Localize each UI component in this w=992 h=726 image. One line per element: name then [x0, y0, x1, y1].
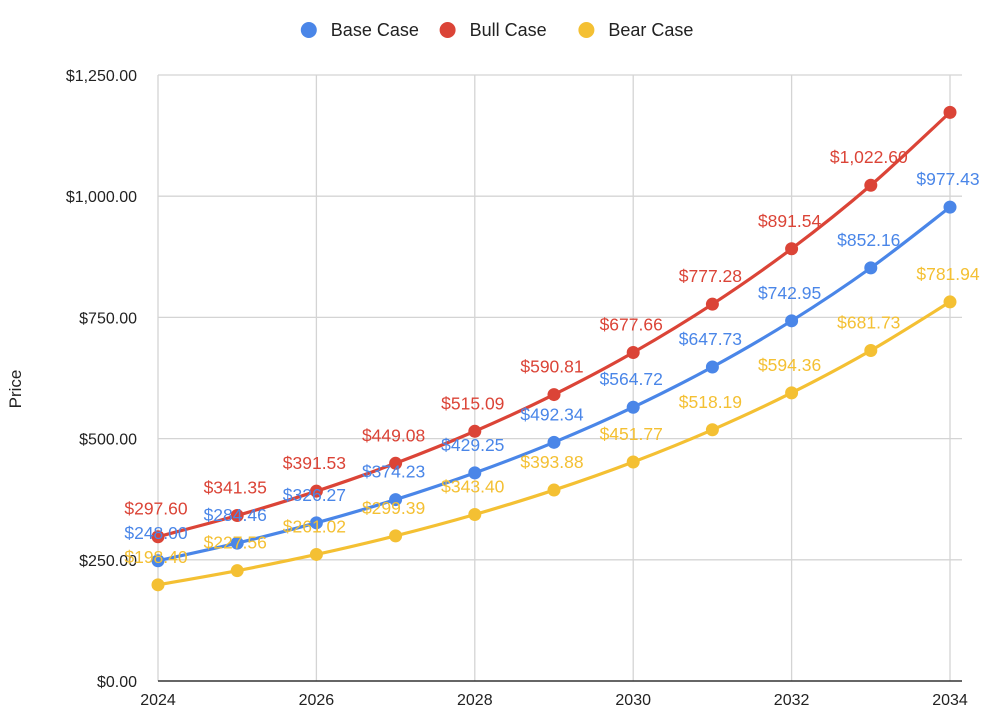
bear-case-point [468, 508, 482, 522]
base-case-point [626, 400, 640, 414]
base-case-data-label: $429.25 [441, 435, 504, 455]
x-tick-label: 2032 [774, 692, 810, 709]
bear-case-data-label: $198.40 [124, 547, 188, 567]
legend-swatch [578, 22, 595, 38]
base-case-data-label: $564.72 [600, 369, 663, 389]
base-case-data-label: $742.95 [758, 283, 821, 303]
bear-case-data-label: $227.56 [204, 533, 267, 553]
x-tick-label: 2024 [140, 692, 176, 709]
bear-case-point [785, 386, 799, 400]
base-case-data-label: $492.34 [520, 404, 584, 424]
line-layer [156, 110, 952, 587]
base-case-line [156, 205, 952, 563]
bear-case-data-label: $261.02 [283, 516, 346, 536]
base-case-point [389, 493, 403, 507]
x-tick-label: 2028 [457, 692, 493, 709]
bull-case-point [468, 424, 482, 438]
bull-case-data-label: $297.60 [124, 499, 188, 519]
legend-label: Bull Case [470, 20, 547, 40]
bear-case-point [230, 564, 244, 578]
y-tick-label: $1,000.00 [66, 189, 137, 206]
bull-case-point [547, 388, 561, 402]
base-case-point [230, 536, 244, 550]
bull-case-point [785, 242, 799, 256]
base-case-point [151, 554, 165, 568]
bull-case-data-label: $449.08 [362, 425, 425, 445]
base-case-data-label: $977.43 [916, 169, 979, 189]
base-case-data-label: $284.46 [204, 505, 267, 525]
bear-case-point [705, 423, 719, 437]
legend-item-base-case[interactable]: Base Case [300, 20, 419, 40]
bull-case-data-label: $677.66 [600, 314, 663, 334]
bear-case-point [943, 295, 957, 309]
base-case-point [705, 360, 719, 374]
bull-case-point [626, 345, 640, 359]
bear-case-point [626, 455, 640, 469]
bear-case-data-label: $594.36 [758, 355, 821, 375]
bull-case-point [309, 484, 323, 498]
base-case-point [547, 435, 561, 449]
y-tick-label: $1,250.00 [66, 68, 137, 85]
bear-case-point [547, 483, 561, 497]
base-case-data-label: $852.16 [837, 230, 900, 250]
bear-case-data-label: $518.19 [679, 392, 742, 412]
bear-case-data-label: $781.94 [916, 264, 980, 284]
base-case-data-label: $248.00 [124, 523, 188, 543]
y-tick-label: $500.00 [79, 432, 137, 449]
base-case-data-label: $326.27 [283, 485, 346, 505]
grid-layer [157, 74, 962, 681]
bull-case-point [151, 530, 165, 544]
base-case-point [864, 261, 878, 275]
legend-label: Bear Case [608, 20, 693, 40]
base-case-point [309, 516, 323, 530]
y-tick-label: $0.00 [97, 674, 137, 691]
y-tick-label: $750.00 [79, 310, 137, 327]
base-case-data-label: $647.73 [679, 329, 742, 349]
x-tick-label: 2034 [932, 692, 968, 709]
bear-case-data-label: $393.88 [520, 452, 583, 472]
base-case-data-label: $374.23 [362, 462, 425, 482]
bull-case-data-label: $777.28 [679, 266, 742, 286]
bull-case-point [705, 297, 719, 311]
legend-label: Base Case [331, 20, 419, 40]
bear-case-data-label: $681.73 [837, 312, 900, 332]
x-tick-label: 2026 [299, 692, 335, 709]
bull-case-data-label: $891.54 [758, 211, 822, 231]
bull-case-point [389, 456, 403, 470]
bull-case-data-label: $515.09 [441, 393, 504, 413]
bear-case-point [864, 343, 878, 357]
bear-case-data-label: $299.39 [362, 498, 425, 518]
base-case-point [785, 314, 799, 328]
bull-case-data-label: $590.81 [520, 357, 583, 377]
bear-case-data-label: $343.40 [441, 477, 505, 497]
bear-case-point [389, 529, 403, 543]
y-tick-label: $250.00 [79, 553, 137, 570]
legend: Base Case Bull Case Bear Case [300, 20, 693, 40]
bull-case-point [864, 178, 878, 192]
base-case-point [943, 200, 957, 214]
bull-case-data-label: $391.53 [283, 453, 346, 473]
bear-case-point [151, 578, 165, 592]
bull-case-data-label: $341.35 [204, 478, 267, 498]
bear-case-point [309, 547, 323, 561]
bull-case-line [156, 110, 952, 539]
legend-item-bull-case[interactable]: Bull Case [439, 20, 547, 40]
legend-swatch [439, 22, 456, 38]
y-axis-title: Price [6, 370, 25, 409]
point-layer [151, 105, 957, 592]
bear-case-data-label: $451.77 [600, 424, 663, 444]
bull-case-point [943, 105, 957, 119]
base-case-point [468, 466, 482, 480]
x-tick-label: 2030 [615, 692, 651, 709]
bull-case-data-label: $1,022.60 [830, 147, 908, 167]
label-layer: $248.00 $284.46 $326.27 $374.23 $429.25 $492.… [124, 147, 980, 567]
bull-case-point [230, 509, 244, 523]
legend-item-bear-case[interactable]: Bear Case [578, 20, 693, 40]
axis-layer: $0.00 $250.00 $500.00 $750.00 $1,000.00 $1,25… [66, 68, 968, 709]
legend-swatch [300, 22, 317, 38]
